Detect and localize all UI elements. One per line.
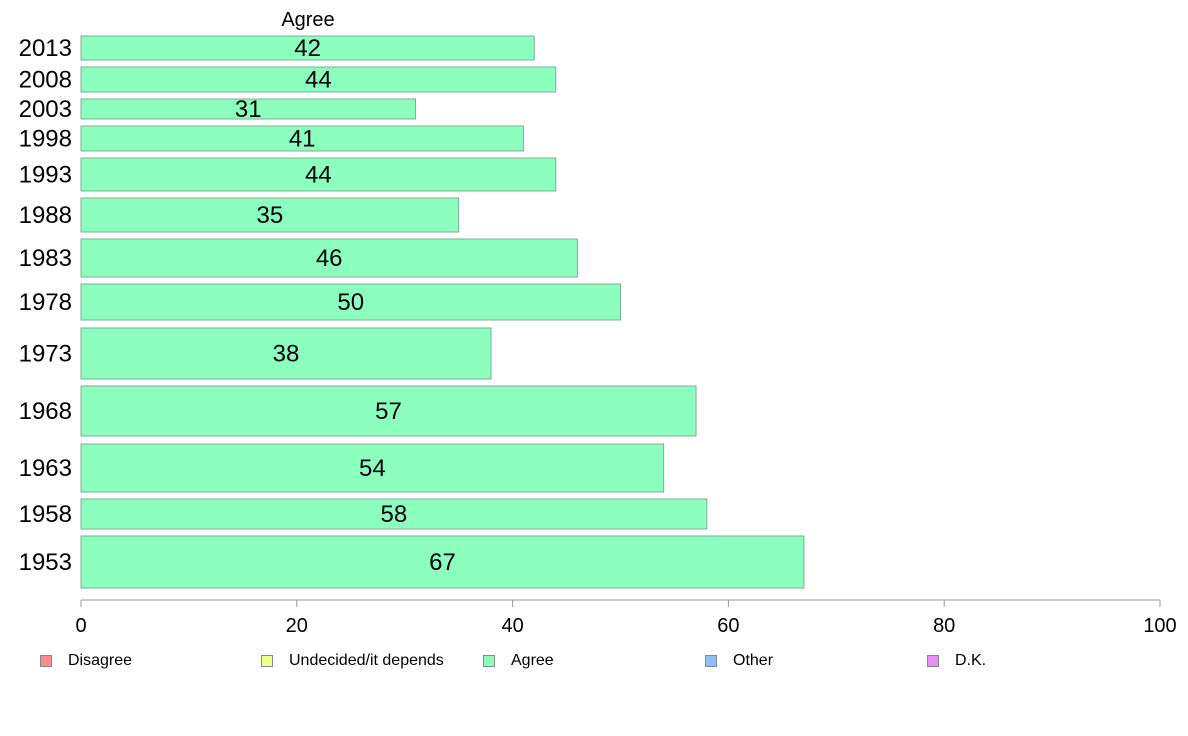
bar-2013	[80, 35, 535, 61]
category-label-1993: 1993	[19, 162, 72, 189]
category-label-2003: 2003	[19, 96, 72, 123]
bar-1983	[80, 238, 578, 278]
bar-2008	[80, 66, 557, 93]
category-label-1953: 1953	[19, 549, 72, 576]
value-label-1978: 50	[337, 289, 364, 316]
legend-item-agree: Agree	[483, 652, 554, 670]
bar-2003	[80, 98, 416, 120]
legend-swatch-other	[705, 655, 717, 667]
legend-label-dk: D.K.	[955, 652, 987, 669]
legend-swatch-disagree	[40, 655, 52, 667]
category-label-1973: 1973	[19, 341, 72, 368]
x-tick-label-20: 20	[286, 615, 308, 637]
category-label-1978: 1978	[19, 289, 72, 316]
category-label-1963: 1963	[19, 455, 72, 482]
legend-item-disagree: Disagree	[40, 652, 132, 670]
category-label-1968: 1968	[19, 398, 72, 425]
value-label-1988: 35	[256, 202, 283, 229]
legend-swatch-agree	[483, 655, 495, 667]
legend: Disagree Undecided/it depends Agree Othe…	[0, 652, 1188, 676]
legend-label-undecided: Undecided/it depends	[289, 652, 444, 669]
legend-item-other: Other	[705, 652, 773, 670]
value-label-2013: 42	[294, 35, 321, 62]
legend-swatch-dk	[927, 655, 939, 667]
value-label-1953: 67	[429, 549, 456, 576]
x-axis: 0 20 40 60 80 100	[75, 599, 1177, 637]
bar-1963	[80, 443, 665, 493]
chart-title: Agree	[281, 9, 334, 31]
value-label-1973: 38	[273, 341, 300, 368]
value-label-2008: 44	[305, 67, 332, 94]
value-label-1998: 41	[289, 126, 316, 153]
category-label-1958: 1958	[19, 501, 72, 528]
value-label-1963: 54	[359, 455, 386, 482]
bar-1993	[80, 157, 557, 192]
value-label-1958: 58	[381, 501, 408, 528]
legend-swatch-undecided	[261, 655, 273, 667]
legend-label-agree: Agree	[511, 652, 554, 669]
value-label-1968: 57	[375, 398, 402, 425]
bar-1973	[80, 327, 492, 380]
value-label-2003: 31	[235, 96, 262, 123]
value-label-1983: 46	[316, 245, 343, 272]
bar-1998	[80, 125, 524, 152]
bar-1978	[80, 283, 621, 321]
x-tick-label-40: 40	[501, 615, 523, 637]
category-label-1988: 1988	[19, 202, 72, 229]
bar-1968	[80, 385, 697, 437]
bar-1988	[80, 197, 460, 233]
category-label-1983: 1983	[19, 245, 72, 272]
legend-label-other: Other	[733, 652, 774, 669]
category-label-2013: 2013	[19, 35, 72, 62]
legend-item-undecided: Undecided/it depends	[261, 652, 444, 670]
bar-1953	[80, 535, 805, 589]
legend-label-disagree: Disagree	[68, 652, 133, 669]
value-label-1993: 44	[305, 162, 332, 189]
x-tick-label-60: 60	[717, 615, 739, 637]
legend-item-dk: D.K.	[927, 652, 986, 670]
bars-group: 2013 42 2008 44 2003 31 1998 41 1993 44 1988 35 1983…	[19, 35, 805, 589]
category-label-2008: 2008	[19, 67, 72, 94]
x-tick-label-100: 100	[1143, 615, 1176, 637]
x-tick-label-0: 0	[75, 615, 86, 637]
x-tick-label-80: 80	[933, 615, 955, 637]
bar-1958	[80, 498, 708, 530]
category-label-1998: 1998	[19, 126, 72, 153]
